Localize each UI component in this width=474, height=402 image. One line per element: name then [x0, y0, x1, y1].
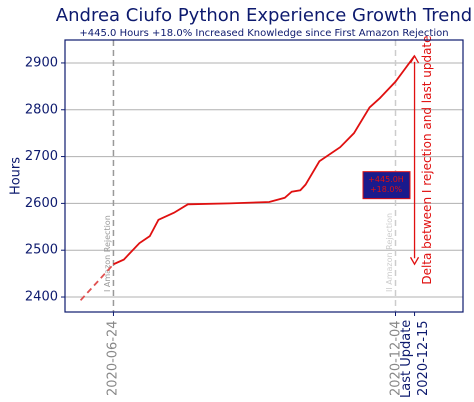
x-tick-label: 2020-06-24 [105, 320, 121, 396]
data-line [113, 55, 416, 266]
y-axis-label: Hours [9, 157, 24, 195]
delta-box-text: +445.0H [368, 175, 404, 184]
y-tick-label: 2800 [25, 102, 58, 117]
y-tick-label: 2600 [25, 196, 58, 211]
plot-frame [64, 39, 464, 313]
rejection-label: I Amazon Rejection [103, 215, 112, 292]
chart-subtitle: +445.0 Hours +18.0% Increased Knowledge … [79, 28, 448, 39]
rejection-label: II Amazon Rejection [385, 213, 394, 292]
y-tick-label: 2700 [25, 149, 58, 164]
delta-label: Delta between I rejection and last updat… [420, 35, 434, 284]
y-tick-label: 2400 [25, 290, 58, 305]
data-line [79, 263, 115, 301]
y-tick-label: 2500 [25, 243, 58, 258]
delta-box-text: +18.0% [370, 185, 403, 194]
chart-title: Andrea Ciufo Python Experience Growth Tr… [56, 5, 472, 26]
y-tick-label: 2900 [25, 55, 58, 70]
arrow-head [409, 54, 420, 64]
arrow-head [409, 256, 420, 266]
delta-box [362, 171, 411, 200]
x-tick-label: Last Update 2020-12-15 [398, 319, 431, 398]
